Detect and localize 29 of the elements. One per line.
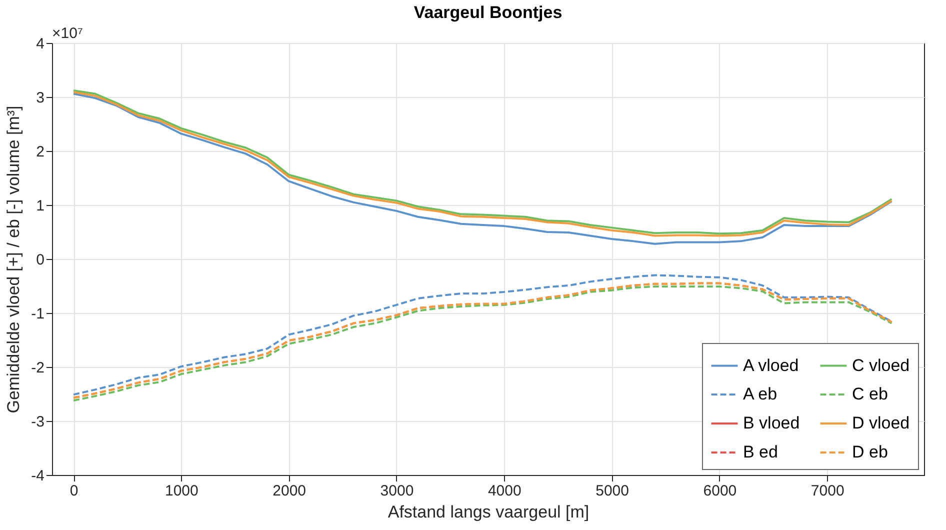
- x-tick-label: 2000: [272, 482, 306, 500]
- legend-label: A eb: [743, 384, 778, 404]
- x-axis-title: Afstand langs vaargeul [m]: [388, 502, 590, 522]
- y-tick-label: 1: [36, 198, 44, 214]
- x-tick-label: 1000: [165, 482, 198, 500]
- x-tick-label: 5000: [596, 482, 629, 500]
- legend-label: D vloed: [852, 414, 910, 432]
- y-axis-title: Gemiddelde vloed [+] / eb [-] volume [m³]: [4, 106, 24, 414]
- x-tick-label: 4000: [488, 482, 522, 500]
- x-tick-label: 0: [70, 482, 78, 500]
- legend-label: C vloed: [852, 356, 910, 375]
- y-tick-label: -1: [31, 306, 44, 322]
- text: ×10⁷: [52, 25, 83, 42]
- chart-title: Vaargeul Boontjes: [414, 3, 562, 22]
- y-tick-label: 2: [36, 144, 44, 160]
- y-tick-label: 4: [36, 36, 44, 52]
- y-tick-label: -2: [31, 360, 44, 376]
- legend-label: B vloed: [743, 414, 800, 432]
- y-tick-label: -4: [31, 468, 44, 484]
- x-tick-label: 6000: [703, 482, 737, 500]
- legend-label: B ed: [743, 442, 778, 462]
- legend-label: C eb: [852, 384, 888, 404]
- legend-label: D eb: [852, 442, 888, 462]
- legend-label: A vloed: [743, 356, 799, 375]
- y-tick-label: -3: [31, 414, 44, 430]
- y-tick-label: 3: [36, 90, 44, 106]
- y-tick-label: 0: [36, 252, 44, 268]
- x-tick-label: 3000: [380, 482, 414, 500]
- x-tick-label: 7000: [810, 482, 844, 500]
